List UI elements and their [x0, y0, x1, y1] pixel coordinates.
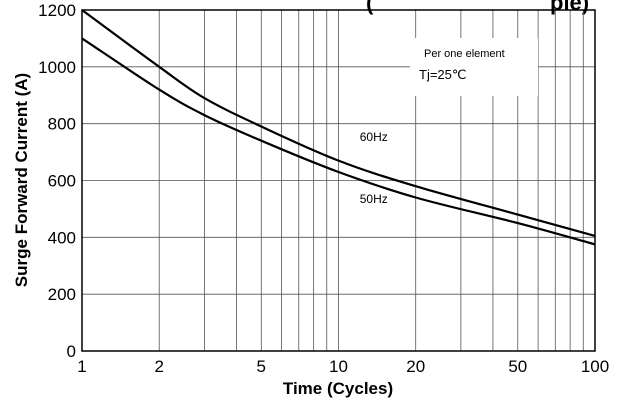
series-label-50hz: 50Hz — [360, 192, 388, 206]
series-line-60hz — [81, 9, 596, 237]
series-lines: 60Hz 50Hz — [81, 9, 596, 246]
annotation-box — [410, 38, 538, 96]
x-tick-label: 10 — [329, 357, 348, 376]
x-tick-label: 5 — [257, 357, 266, 376]
series-label-60hz: 60Hz — [360, 130, 388, 144]
x-tick-labels: 1 2 5 10 20 50 100 — [77, 357, 609, 376]
chart-title-partial-right: ple) — [550, 0, 589, 15]
y-tick-label: 0 — [67, 342, 76, 361]
chart-title-partial: ( — [366, 0, 374, 15]
x-axis-title: Time (Cycles) — [283, 379, 393, 398]
y-tick-label: 600 — [48, 172, 76, 191]
x-tick-label: 20 — [406, 357, 425, 376]
y-tick-label: 1200 — [38, 1, 76, 20]
x-tick-label: 50 — [508, 357, 527, 376]
y-tick-labels: 0 200 400 600 800 1000 1200 — [38, 1, 76, 361]
y-axis-title: Surge Forward Current (A) — [12, 73, 31, 287]
x-tick-label: 1 — [77, 357, 86, 376]
y-tick-label: 1000 — [38, 58, 76, 77]
annotation-junction-temp: Tj=25℃ — [419, 67, 466, 82]
y-tick-label: 200 — [48, 285, 76, 304]
x-tick-label: 2 — [154, 357, 163, 376]
x-tick-label: 100 — [581, 357, 609, 376]
series-line-50hz — [81, 37, 596, 246]
annotation-per-element: Per one element — [424, 48, 505, 60]
y-tick-label: 800 — [48, 115, 76, 134]
y-tick-label: 400 — [48, 228, 76, 247]
plot-frame — [81, 9, 596, 352]
